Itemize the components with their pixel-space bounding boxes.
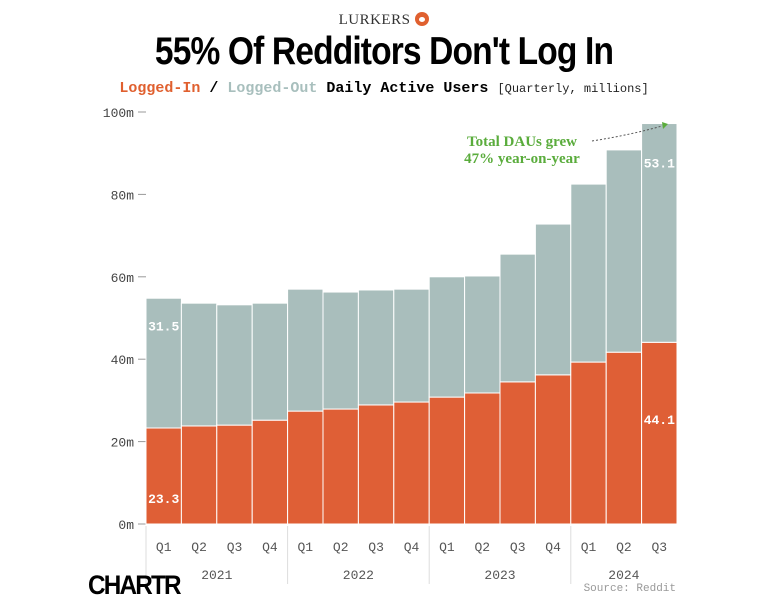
data-label: 31.5 bbox=[148, 320, 179, 335]
chart-subtitle: Logged-In / Logged-Out Daily Active User… bbox=[0, 80, 768, 97]
bar-logged-out bbox=[570, 183, 607, 363]
year-label: 2023 bbox=[484, 568, 515, 583]
x-tick-label: Q4 bbox=[404, 540, 420, 555]
x-tick-label: Q2 bbox=[616, 540, 632, 555]
x-tick-label: Q4 bbox=[262, 540, 278, 555]
bar-logged-in bbox=[570, 361, 607, 525]
x-tick-label: Q1 bbox=[581, 540, 597, 555]
bar-logged-out bbox=[287, 288, 324, 412]
chart-title: 55% Of Redditors Don't Log In bbox=[154, 30, 614, 73]
legend-separator: / bbox=[209, 80, 219, 97]
bar-logged-out bbox=[145, 297, 182, 429]
x-tick-label: Q1 bbox=[297, 540, 313, 555]
bar-logged-out bbox=[393, 288, 430, 403]
bar-logged-out bbox=[251, 302, 289, 421]
chartr-logo: CHARTR bbox=[88, 570, 182, 600]
x-tick-label: Q1 bbox=[156, 540, 172, 555]
x-tick-label: Q1 bbox=[439, 540, 455, 555]
y-tick-label: 20m bbox=[111, 436, 135, 451]
bar-logged-in bbox=[145, 427, 182, 525]
x-tick-label: Q2 bbox=[333, 540, 349, 555]
bar-logged-in bbox=[428, 396, 466, 525]
bar-logged-out bbox=[428, 276, 466, 398]
annotation-arrowhead bbox=[662, 122, 668, 129]
data-label: 44.1 bbox=[644, 413, 675, 428]
bar-logged-in bbox=[322, 408, 359, 525]
y-tick-label: 60m bbox=[111, 271, 135, 286]
bar-logged-out bbox=[499, 253, 536, 383]
legend-metric: Daily Active Users bbox=[326, 80, 489, 97]
reddit-logo-icon bbox=[415, 12, 430, 26]
bar-logged-out bbox=[534, 223, 572, 376]
bar-logged-in bbox=[605, 351, 643, 525]
bar-logged-out bbox=[605, 149, 643, 353]
x-tick-label: Q4 bbox=[545, 540, 561, 555]
kicker-text: LURKERS bbox=[338, 12, 411, 28]
data-label: 53.1 bbox=[644, 156, 675, 171]
bar-logged-in bbox=[534, 374, 572, 525]
legend-logged-out: Logged-Out bbox=[227, 80, 318, 97]
annotation-line1: Total DAUs grew bbox=[467, 134, 577, 150]
bar-logged-out bbox=[216, 304, 253, 426]
y-tick-label: 100m bbox=[103, 106, 134, 121]
bar-logged-in bbox=[499, 381, 536, 525]
year-label: 2021 bbox=[201, 568, 232, 583]
x-tick-label: Q2 bbox=[191, 540, 207, 555]
bar-logged-in bbox=[357, 404, 395, 525]
y-tick-label: 0m bbox=[118, 518, 134, 533]
bar-logged-in bbox=[216, 424, 253, 525]
bar-logged-out bbox=[641, 123, 678, 343]
x-tick-label: Q3 bbox=[227, 540, 243, 555]
legend-logged-in: Logged-In bbox=[119, 80, 201, 97]
year-label: 2024 bbox=[608, 568, 639, 583]
bar-logged-in bbox=[180, 425, 218, 525]
x-tick-label: Q3 bbox=[651, 540, 667, 555]
bar-logged-in bbox=[251, 419, 289, 525]
y-tick-label: 40m bbox=[111, 353, 135, 368]
year-label: 2022 bbox=[343, 568, 374, 583]
bar-logged-in bbox=[464, 392, 501, 525]
bar-logged-in bbox=[641, 341, 678, 525]
y-tick-label: 80m bbox=[111, 188, 135, 203]
source-note: Source: Reddit bbox=[583, 583, 676, 595]
bar-logged-in bbox=[287, 410, 324, 525]
annotation-line2: 47% year-on-year bbox=[464, 151, 580, 167]
data-label: 23.3 bbox=[148, 492, 179, 507]
bar-logged-out bbox=[464, 275, 501, 394]
bar-logged-in bbox=[393, 401, 430, 525]
annotation-arrow bbox=[591, 125, 663, 142]
bar-logged-out bbox=[357, 289, 395, 406]
legend-unit: [Quarterly, millions] bbox=[497, 82, 649, 96]
x-tick-label: Q2 bbox=[474, 540, 490, 555]
x-tick-label: Q3 bbox=[510, 540, 526, 555]
kicker: LURKERS bbox=[0, 12, 768, 29]
x-tick-label: Q3 bbox=[368, 540, 384, 555]
bar-logged-out bbox=[180, 302, 218, 427]
bar-logged-out bbox=[322, 291, 359, 410]
